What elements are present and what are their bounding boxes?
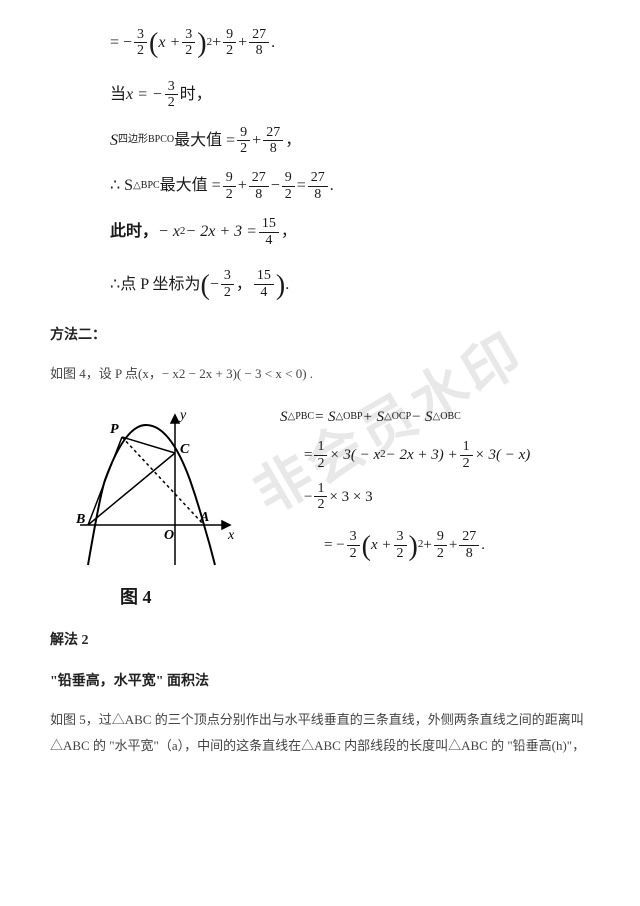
eq3-s: S xyxy=(110,128,118,154)
eq4-label: 最大值 = xyxy=(160,173,221,199)
eq3-t1-frac: 92 xyxy=(237,125,250,157)
eq1-plus2: + xyxy=(238,30,247,56)
eq2-prefix: 当 xyxy=(110,82,126,108)
para-fig5: 如图 5，过△ABC 的三个顶点分别作出与水平线垂直的三条直线，外侧两条直线之间… xyxy=(50,707,590,759)
fig4-y-label: y xyxy=(178,408,187,423)
figure4-row: y x P C B O A S △PBC = S △OBP + S △OCP −… xyxy=(70,405,590,577)
eq6-t2: 154 xyxy=(254,268,274,300)
figure4-caption: 图 4 xyxy=(120,583,590,612)
eq1-t3-frac: 278 xyxy=(249,27,269,59)
figure4-graph: y x P C B O A xyxy=(70,405,240,575)
eq3-t2-frac: 278 xyxy=(263,125,283,157)
eq1-prefix: = − xyxy=(110,30,132,56)
eq5-rest: − 2x + 3 = xyxy=(185,219,257,245)
solution2-label: 解法 2 xyxy=(50,630,590,652)
eq6-t1: 32 xyxy=(221,268,234,300)
eq1-t2-frac: 92 xyxy=(223,27,236,59)
fm-line-2: = 12 × 3( − x 2 − 2x + 3) + 12 × 3( − x) xyxy=(304,439,530,471)
eq5-comma: ， xyxy=(281,219,297,245)
eq6-prefix: ∴ xyxy=(110,272,120,298)
eq4-sub: △BPC xyxy=(133,178,160,194)
eq5-expr: − x xyxy=(158,219,180,245)
eq2-x: x = − xyxy=(126,82,163,108)
eq3-sub: 四边形BPCO xyxy=(118,132,174,148)
eq4-period: . xyxy=(330,173,334,199)
eq4-t2: 278 xyxy=(249,170,269,202)
eq4-plus1: + xyxy=(238,173,247,199)
page-content: = − 32 ( x + 32 ) 2 + 92 + 278 . 当 x = −… xyxy=(50,20,590,759)
eq1-plus1: + xyxy=(212,30,221,56)
eq4-t4: 278 xyxy=(308,170,328,202)
eq-line-1: = − 32 ( x + 32 ) 2 + 92 + 278 . xyxy=(110,20,590,65)
concept-label: "铅垂高，水平宽" 面积法 xyxy=(50,671,590,693)
fig4-a-label: A xyxy=(199,510,209,525)
eq2-suffix: 时， xyxy=(180,82,212,108)
eq-line-2: 当 x = − 32 时， xyxy=(110,79,590,111)
eq1-period: . xyxy=(271,30,275,56)
eq6-rparen: ) xyxy=(276,264,285,309)
derivation-block-1: = − 32 ( x + 32 ) 2 + 92 + 278 . 当 x = −… xyxy=(110,20,590,307)
fig4-c-label: C xyxy=(180,442,190,457)
eq4-t1: 92 xyxy=(223,170,236,202)
fig4-x-label: x xyxy=(227,528,235,543)
eq1-rparen: ) xyxy=(197,22,206,67)
eq6-comma-in: ， xyxy=(236,272,252,298)
eq5-prefix: 此时， xyxy=(110,219,158,245)
eq1-inner-x: x + xyxy=(158,30,180,56)
eq3-plus: + xyxy=(252,128,261,154)
eq-line-4: ∴ S △BPC 最大值 = 92 + 278 − 92 = 278 . xyxy=(110,170,590,202)
fm-line-3: − 12 × 3 × 3 xyxy=(304,481,530,513)
eq3-comma: ， xyxy=(285,128,301,154)
method2-para: 如图 4，设 P 点(x，− x2 − 2x + 3)( − 3 < x < 0… xyxy=(50,361,590,387)
fm-line-4: = − 32 ( x + 32 ) 2 + 92 + 278 . xyxy=(324,523,530,568)
eq1-coef-frac: 32 xyxy=(134,27,147,59)
eq1-lparen: ( xyxy=(149,22,158,67)
eq4-eq: = xyxy=(297,173,306,199)
eq5-frac: 154 xyxy=(259,216,279,248)
eq-line-6: ∴ 点 P 坐标为 ( − 32 ， 154 ) . xyxy=(110,262,590,307)
fig4-p-label: P xyxy=(110,422,119,437)
fm-line-1: S △PBC = S △OBP + S △OCP − S △OBC xyxy=(280,405,530,429)
method2-label: 方法二： xyxy=(50,325,590,347)
fig4-b-label: B xyxy=(75,512,85,527)
eq1-inner-frac: 32 xyxy=(182,27,195,59)
eq4-prefix: ∴ S xyxy=(110,173,133,199)
eq6-neg: − xyxy=(210,272,219,298)
fig4-o-label: O xyxy=(164,528,174,543)
eq2-frac: 32 xyxy=(165,79,178,111)
eq6-cn: 点 P 坐标为 xyxy=(120,272,200,298)
eq4-minus: − xyxy=(271,173,280,199)
eq6-lparen: ( xyxy=(201,264,210,309)
eq-line-3: S 四边形BPCO 最大值 = 92 + 278 ， xyxy=(110,125,590,157)
eq-line-5: 此时， − x 2 − 2x + 3 = 154 ， xyxy=(110,216,590,248)
eq6-period: . xyxy=(285,272,289,298)
eq4-t3: 92 xyxy=(282,170,295,202)
eq3-label: 最大值 = xyxy=(174,128,235,154)
figure4-math: S △PBC = S △OBP + S △OCP − S △OBC = 12 ×… xyxy=(280,405,530,577)
